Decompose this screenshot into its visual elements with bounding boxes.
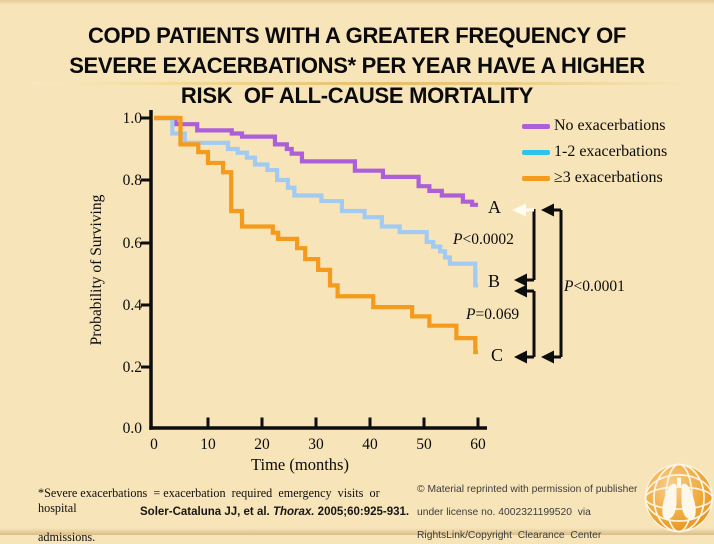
footnote-line-2: admissions. — [38, 529, 96, 544]
curve-B — [154, 115, 478, 288]
curve-end-label-b: B — [488, 271, 501, 291]
legend-item-3plus-exacerbations: ≥3 exacerbations — [522, 169, 692, 189]
citation: Soler-Cataluna JJ, et al. Thorax. 2005;6… — [140, 506, 409, 518]
ytick-1.0: 1.0 — [122, 110, 142, 127]
ytick-0.0: 0.0 — [122, 420, 142, 437]
xtick-0: 0 — [150, 436, 158, 453]
lungs-silhouette — [662, 477, 696, 520]
curve-end-label-c: C — [491, 345, 504, 365]
xtick-20: 20 — [254, 436, 270, 453]
rights-line-2: under license no. 4002321199520 via — [417, 507, 591, 519]
slide-title-line-1: COPD PATIENTS WITH A GREATER FREQUENCY O… — [87, 23, 627, 48]
y-axis-title: Probability of Surviving — [88, 194, 105, 346]
legend-label: No exacerbations — [554, 117, 666, 134]
bracket-a-b — [514, 209, 536, 287]
title-underline-decoration — [33, 82, 689, 85]
globe-circle — [645, 464, 713, 532]
white-arrow-to-a — [512, 203, 534, 217]
curve-end-label-a: A — [488, 197, 501, 217]
pvalue-text: <0.0002 — [462, 231, 514, 248]
ytick-0.4: 0.4 — [122, 297, 142, 314]
xtick-60: 60 — [470, 436, 486, 453]
legend-swatch-3plus-exacerbations — [522, 176, 550, 181]
xtick-40: 40 — [362, 436, 378, 453]
legend-item-no-exacerbations: No exacerbations — [522, 117, 692, 137]
rights-line-3: RightsLink/Copyright Clearance Center — [417, 530, 602, 542]
pvalue-b-vs-c: P=0.069 — [466, 306, 519, 324]
curve-C — [154, 115, 478, 355]
ytick-0.2: 0.2 — [122, 359, 142, 376]
ytick-0.6: 0.6 — [122, 235, 142, 252]
x-axis-title: Time (months) — [251, 455, 349, 474]
citation-authors: Soler-Cataluna JJ, et al. — [140, 506, 273, 518]
citation-journal: Thorax. — [272, 506, 315, 518]
pvalue-a-vs-b: P<0.0002 — [453, 231, 514, 249]
xtick-10: 10 — [200, 436, 216, 453]
rights-notice: © Material reprinted with permission of … — [417, 484, 637, 542]
citation-volume: 2005;60:925-931. — [314, 506, 410, 518]
pvalue-symbol: P — [466, 306, 476, 323]
x-axis-ticks — [206, 417, 480, 427]
slide-bottom-edge-shading — [0, 528, 714, 535]
xtick-30: 30 — [308, 436, 324, 453]
legend-item-1-2-exacerbations: 1-2 exacerbations — [522, 143, 692, 163]
bracket-b-c — [514, 284, 536, 364]
legend-swatch-no-exacerbations — [522, 124, 550, 129]
slide-top-edge-shading — [0, 0, 714, 5]
rights-line-1: © Material reprinted with permission of … — [417, 484, 638, 495]
pvalue-text: =0.069 — [475, 306, 520, 323]
pvalue-text: <0.0001 — [573, 278, 625, 295]
gold-globe-lungs-logo — [644, 463, 714, 533]
significance-brackets — [512, 203, 563, 364]
legend-swatch-1-2-exacerbations — [522, 150, 550, 155]
xtick-50: 50 — [416, 436, 432, 453]
ytick-0.8: 0.8 — [122, 172, 142, 189]
survival-curves — [154, 115, 478, 355]
legend-label: ≥3 exacerbations — [554, 169, 663, 186]
pvalue-symbol: P — [564, 278, 574, 295]
pvalue-symbol: P — [453, 231, 463, 248]
y-axis-ticks — [141, 116, 151, 369]
pvalue-a-vs-c: P<0.0001 — [564, 278, 625, 296]
slide-title-line-2: SEVERE EXACERBATIONS* PER YEAR HAVE A HI… — [69, 53, 645, 78]
legend-label: 1-2 exacerbations — [554, 143, 668, 160]
bracket-a-c — [541, 203, 563, 364]
slide-title-line-3: RISK OF ALL-CAUSE MORTALITY — [180, 83, 534, 108]
axes — [149, 110, 487, 430]
curve-A — [154, 115, 478, 207]
footnote-line-1: *Severe exacerbations = exacerbation req… — [38, 486, 383, 515]
